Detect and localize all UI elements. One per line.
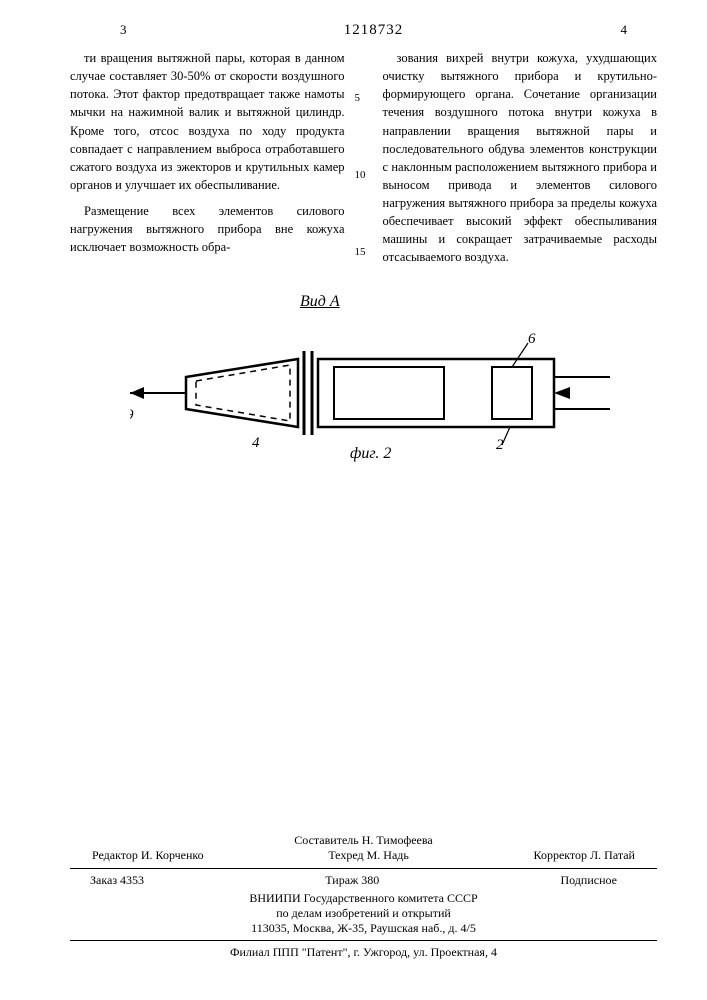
right-column: зования вихрей внутри кожуха, ухудшающих… — [383, 49, 658, 275]
techred: Техред М. Надь — [328, 848, 409, 863]
line-5: 5 — [355, 91, 373, 107]
figure-caption: фиг. 2 — [350, 445, 391, 463]
editor: Редактор И. Корченко — [92, 848, 204, 863]
line-15: 15 — [355, 245, 373, 261]
footer: Составитель Н. Тимофеева Редактор И. Кор… — [70, 833, 657, 960]
page: 3 1218732 4 ти вращения вытяжной пары, к… — [0, 0, 707, 1000]
doc-number: 1218732 — [344, 22, 404, 39]
header: 3 1218732 4 — [70, 22, 657, 39]
order-row: Заказ 4353 Тираж 380 Подписное — [70, 868, 657, 888]
figure-area: Вид А 9 — [70, 293, 657, 483]
left-column: ти вращения вытяжной пары, которая в дан… — [70, 49, 345, 275]
label-6: 6 — [528, 331, 536, 347]
credits-row: Редактор И. Корченко Техред М. Надь Корр… — [70, 848, 657, 863]
label-4: 4 — [252, 435, 260, 449]
technical-diagram: 9 4 2 6 — [130, 329, 610, 449]
tirazh: Тираж 380 — [325, 873, 379, 888]
corrector: Корректор Л. Патай — [534, 848, 635, 863]
podpisnoe: Подписное — [560, 873, 617, 888]
page-right: 4 — [621, 22, 628, 39]
org2: по делам изобретений и открытий — [70, 906, 657, 921]
org1: ВНИИПИ Государственного комитета СССР — [70, 891, 657, 906]
line-10: 10 — [355, 168, 373, 184]
page-left: 3 — [120, 22, 127, 39]
compiler: Составитель Н. Тимофеева — [70, 833, 657, 848]
left-para-2: Размещение всех элементов силового нагру… — [70, 202, 345, 256]
figure-title: Вид А — [300, 293, 340, 311]
right-para-1: зования вихрей внутри кожуха, ухудшающих… — [383, 49, 658, 267]
label-9: 9 — [130, 407, 134, 423]
label-2: 2 — [496, 437, 504, 449]
left-para-1: ти вращения вытяжной пары, которая в дан… — [70, 49, 345, 194]
line-numbers: 5 10 15 — [355, 49, 373, 275]
text-columns: ти вращения вытяжной пары, которая в дан… — [70, 49, 657, 275]
address1: 113035, Москва, Ж-35, Раушская наб., д. … — [70, 921, 657, 936]
filial: Филиал ППП "Патент", г. Ужгород, ул. Про… — [70, 940, 657, 960]
order: Заказ 4353 — [90, 873, 144, 888]
